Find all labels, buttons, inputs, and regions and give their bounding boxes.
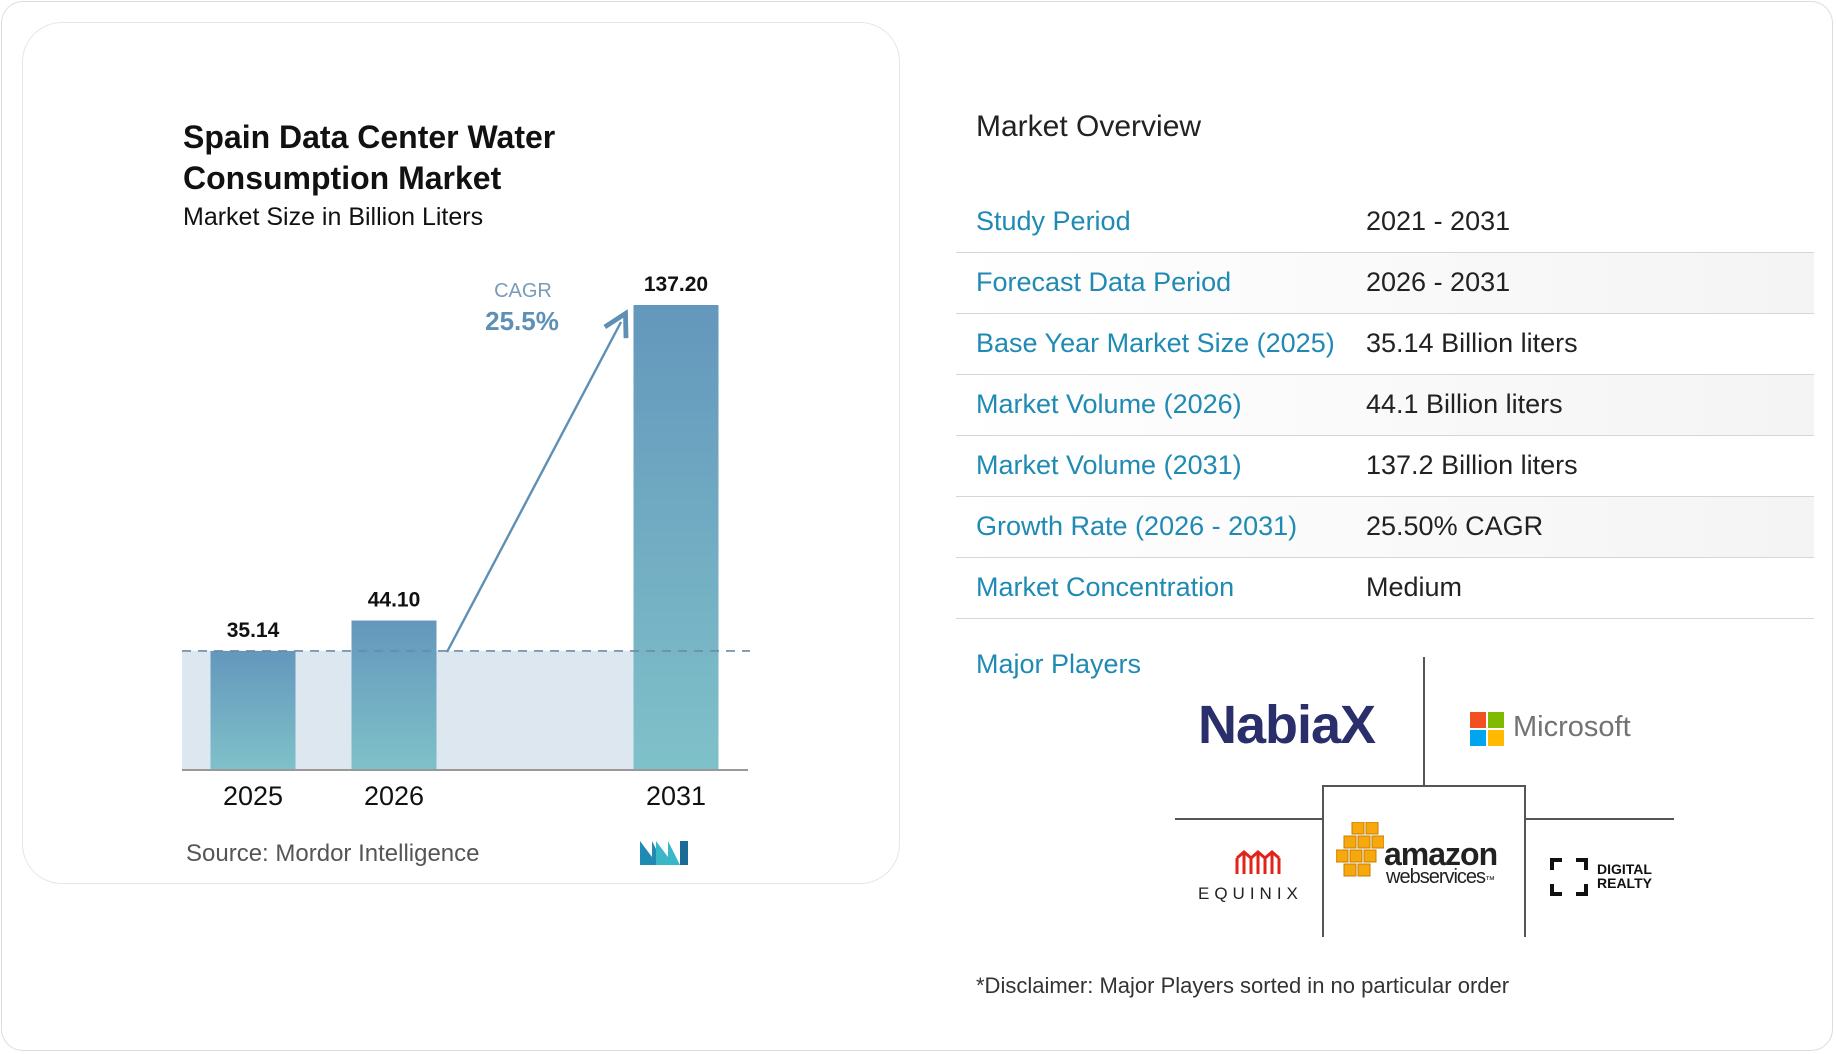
x-tick-2031: 2031 — [646, 781, 706, 811]
x-tick-2025: 2025 — [223, 781, 283, 811]
bar-2026 — [351, 620, 437, 770]
source-name: Mordor Intelligence — [275, 840, 480, 867]
aws-cubes-icon — [1336, 822, 1384, 877]
grid-divider — [1175, 818, 1322, 820]
microsoft-squares-icon — [1470, 712, 1504, 746]
cagr-arrow — [445, 322, 621, 653]
chart-title: Spain Data Center Water Consumption Mark… — [183, 119, 556, 196]
bar-2031 — [633, 305, 719, 770]
grid-divider — [1524, 785, 1526, 937]
overview-title: Market Overview — [976, 110, 1202, 143]
overview-table: Study Period 2021 - 2031 Forecast Data P… — [956, 192, 1814, 619]
overview-label: Forecast Data Period — [976, 267, 1232, 297]
overview-label: Market Volume (2026) — [976, 389, 1242, 419]
grid-divider — [1423, 657, 1425, 785]
source-label: Source: — [186, 840, 269, 867]
digital-realty-wordmark-1: DIGITAL — [1597, 861, 1652, 877]
overview-value: 35.14 Billion liters — [1366, 328, 1578, 358]
overview-row: Market Volume (2026) 44.1 Billion liters — [956, 375, 1814, 436]
aws-wordmark-top: amazon — [1384, 836, 1498, 872]
overview-label: Study Period — [976, 206, 1131, 236]
overview-value: 137.2 Billion liters — [1366, 450, 1578, 480]
overview-value: 44.1 Billion liters — [1366, 389, 1563, 419]
bar-chart: 35.14 2025 44.10 2026 137.20 2031 CAGR 25.5% — [182, 273, 750, 811]
overview-value: 2021 - 2031 — [1366, 206, 1511, 236]
overview-label: Market Concentration — [976, 572, 1235, 602]
disclaimer: *Disclaimer: Major Players sorted in no … — [976, 973, 1510, 998]
overview-label: Base Year Market Size (2025) — [976, 328, 1335, 358]
nabiax-logo: NabiaX — [1198, 695, 1376, 755]
digital-realty-wordmark-2: REALTY — [1597, 875, 1652, 891]
data-label-2031: 137.20 — [644, 273, 708, 296]
cagr-value: 25.5% — [485, 306, 559, 336]
overview-row: Market Volume (2031) 137.2 Billion liter… — [956, 436, 1814, 497]
overview-row: Growth Rate (2026 - 2031) 25.50% CAGR — [956, 497, 1814, 558]
overview-row: Market Concentration Medium — [956, 558, 1814, 619]
overview-value: 2026 - 2031 — [1366, 267, 1511, 297]
overview-row: Base Year Market Size (2025) 35.14 Billi… — [956, 314, 1814, 375]
aws-trademark: ™ — [1485, 875, 1495, 886]
overview-value: 25.50% CAGR — [1366, 511, 1544, 541]
aws-wordmark-bottom: webservices™ — [1386, 866, 1495, 889]
source-note: Source: Mordor Intelligence — [186, 840, 480, 868]
overview-row: Forecast Data Period 2026 - 2031 — [956, 253, 1814, 314]
overview-value: Medium — [1366, 572, 1463, 602]
chart-subtitle: Market Size in Billion Liters — [183, 203, 484, 231]
digital-realty-brackets-icon — [1550, 858, 1588, 896]
overview-label: Growth Rate (2026 - 2031) — [976, 511, 1298, 541]
aws-wordmark-services: webservices — [1386, 866, 1486, 888]
major-players-title: Major Players — [976, 649, 1142, 679]
equinix-wordmark: EQUINIX — [1198, 884, 1303, 903]
equinix-mark-icon — [1235, 850, 1281, 874]
grid-divider — [1526, 818, 1674, 820]
cagr-label: CAGR — [494, 280, 552, 302]
microsoft-wordmark: Microsoft — [1513, 711, 1631, 743]
mordor-logo-icon — [640, 841, 688, 865]
bar-2025 — [210, 650, 296, 770]
x-tick-2026: 2026 — [364, 781, 424, 811]
grid-divider — [1322, 785, 1324, 937]
grid-divider — [1322, 785, 1526, 787]
overview-row: Study Period 2021 - 2031 — [956, 192, 1814, 253]
overview-label: Market Volume (2031) — [976, 450, 1242, 480]
data-label-2026: 44.10 — [368, 589, 421, 612]
data-label-2025: 35.14 — [227, 619, 280, 642]
